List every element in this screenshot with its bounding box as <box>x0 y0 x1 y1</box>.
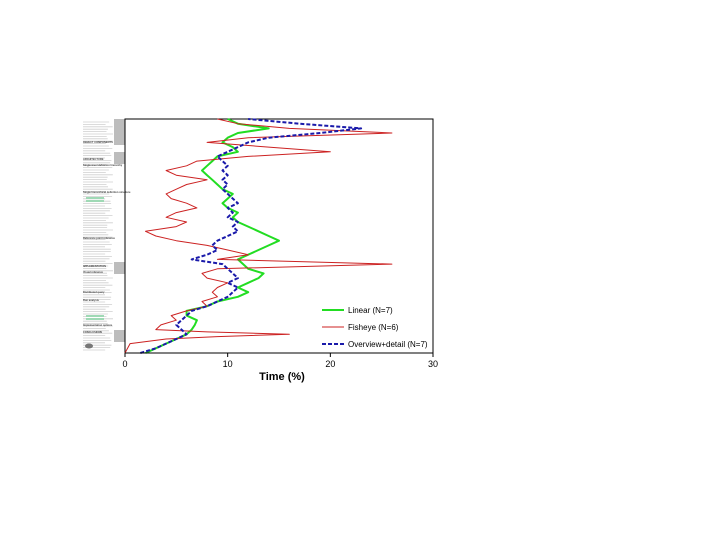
document-figure-accent <box>86 197 104 199</box>
document-heading: Implementation options <box>83 323 113 327</box>
document-heading: Visual reference <box>83 270 104 274</box>
series-line-3 <box>140 118 363 354</box>
document-figure-accent <box>86 200 104 202</box>
document-figure <box>85 343 93 349</box>
document-page <box>82 119 113 353</box>
x-axis-title: Time (%) <box>259 371 305 383</box>
document-thumbnail-strip: OBJECT COMPONENTS ARCHITECTURE Single-leve… <box>82 119 131 353</box>
x-tick-label: 20 <box>325 359 335 369</box>
section-marker <box>114 330 125 342</box>
document-heading: OBJECT COMPONENTS <box>83 140 113 144</box>
x-axis: 0 10 20 30 <box>122 352 438 369</box>
legend-label-2: Fisheye (N=6) <box>348 323 399 332</box>
legend-label-3: Overview+detail (N=7) <box>348 340 428 349</box>
legend: Linear (N=7) Fisheye (N=6) Overview+detail… <box>322 306 428 349</box>
series-line-1 <box>145 118 280 354</box>
section-marker <box>114 152 125 164</box>
document-heading: Distributed query <box>83 290 105 294</box>
series-layer <box>124 118 393 354</box>
plot-frame <box>124 118 434 354</box>
document-heading: Reference point reference <box>83 236 116 240</box>
section-marker <box>114 119 125 145</box>
section-markers <box>114 119 125 342</box>
document-heading: ARCHITECTURE <box>83 157 104 161</box>
document-heading: Single hierarchical definition structure <box>83 190 131 194</box>
x-tick-label: 0 <box>122 359 127 369</box>
document-heading: CONCLUSIONS <box>83 330 102 334</box>
document-heading: Single-level definition hierarchy <box>83 163 123 167</box>
document-heading: Run analysis <box>83 298 100 302</box>
section-marker <box>114 262 125 274</box>
legend-label-1: Linear (N=7) <box>348 306 393 315</box>
document-heading: IMPLEMENTATION <box>83 264 106 268</box>
x-tick-label: 10 <box>223 359 233 369</box>
document-headings: OBJECT COMPONENTS ARCHITECTURE Single-leve… <box>83 140 131 334</box>
document-figure-accent <box>86 318 104 320</box>
document-text-lines <box>83 121 113 351</box>
document-figure-accent <box>86 315 104 317</box>
x-tick-label: 30 <box>428 359 438 369</box>
series-line-2 <box>124 118 393 354</box>
